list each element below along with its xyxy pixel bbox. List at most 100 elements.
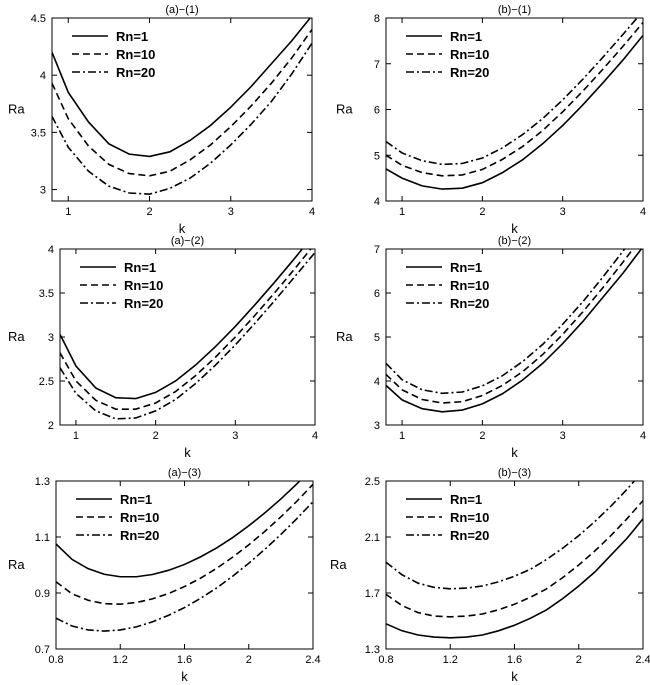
series-line-1 (386, 518, 643, 639)
y-tick-label: 2.5 (365, 476, 380, 488)
x-axis-label: k (184, 445, 191, 460)
legend-label: Rn=20 (450, 65, 489, 80)
y-tick-label: 4 (374, 376, 380, 388)
legend-label: Rn=1 (450, 492, 482, 507)
x-axis-label: k (181, 669, 188, 684)
chart-panel-5: 0.8 1.2 1.6 2 2.4 0.7 0.9 1.1 1.3 (a)−(3) k Ra Rn=1 R… (8, 467, 321, 684)
x-axis-label: k (511, 221, 518, 236)
series-line-3 (56, 501, 313, 632)
y-tick-label: 4 (40, 70, 46, 82)
plot-frame (59, 248, 316, 426)
panel-title: (a)−(1) (165, 4, 198, 16)
series-line-1 (52, 18, 312, 158)
panel-title: (b)−(2) (498, 235, 531, 247)
x-tick-label: 4 (312, 430, 318, 442)
y-tick-label: 3 (40, 185, 46, 197)
y-tick-label: 1.1 (35, 532, 50, 544)
y-tick-label: 6 (374, 288, 380, 300)
y-tick-label: 7 (374, 244, 380, 256)
legend-label: Rn=20 (450, 296, 489, 311)
series-line-1 (60, 249, 304, 400)
legend-label: Rn=10 (116, 47, 155, 62)
plot-frame (385, 17, 644, 202)
legend-label: Rn=20 (124, 296, 163, 311)
x-tick-label: 2 (246, 654, 252, 666)
panel-title: (a)−(2) (171, 235, 204, 247)
y-tick-label: 3.5 (31, 127, 46, 139)
series-line-3 (386, 18, 639, 166)
x-tick-label: 3 (232, 430, 238, 442)
panel-title: (b)−(3) (498, 467, 531, 479)
x-axis-label: k (511, 669, 518, 684)
series-line-3 (52, 42, 312, 195)
y-axis-label: Ra (336, 102, 353, 117)
series-line-3 (386, 481, 636, 590)
x-axis-label: k (511, 445, 518, 460)
series-line-2 (60, 249, 312, 410)
x-tick-label: 2.4 (305, 654, 320, 666)
x-tick-label: 1 (73, 430, 79, 442)
series-line-2 (386, 249, 634, 404)
chart-panel-2: 1 2 3 4 4 5 6 7 8 (b)−(1) k Ra Rn=1 Rn=10 Rn=20 (336, 4, 646, 236)
y-axis-label: Ra (8, 102, 25, 117)
x-tick-label: 4 (640, 206, 646, 218)
y-axis-label: Ra (330, 557, 347, 572)
legend-label: Rn=1 (450, 29, 482, 44)
y-axis-label: Ra (336, 329, 353, 344)
legend-label: Rn=1 (450, 260, 482, 275)
x-tick-label: 3 (228, 206, 234, 218)
series-line-3 (386, 249, 626, 395)
legend-label: Rn=10 (450, 510, 489, 525)
y-tick-label: 0.9 (35, 588, 50, 600)
x-tick-label: 0.8 (378, 654, 393, 666)
y-tick-label: 6 (374, 105, 380, 117)
y-tick-label: 4 (48, 244, 54, 256)
series-line-2 (56, 483, 313, 606)
y-tick-label: 7 (374, 59, 380, 71)
x-tick-label: 3 (560, 206, 566, 218)
series-line-2 (386, 500, 643, 618)
panel-title: (b)−(1) (498, 4, 531, 16)
y-tick-label: 0.7 (35, 644, 50, 656)
legend-label: Rn=1 (120, 492, 152, 507)
x-tick-label: 2 (576, 654, 582, 666)
legend-label: Rn=10 (120, 510, 159, 525)
y-tick-label: 1.3 (365, 644, 380, 656)
x-tick-label: 3 (560, 430, 566, 442)
x-tick-label: 2.4 (635, 654, 650, 666)
x-tick-label: 1 (399, 430, 405, 442)
y-tick-label: 8 (374, 13, 380, 25)
x-tick-label: 1.6 (177, 654, 192, 666)
series-line-1 (56, 481, 301, 578)
x-tick-label: 1.6 (507, 654, 522, 666)
y-axis-label: Ra (8, 557, 25, 572)
x-tick-label: 2 (153, 430, 159, 442)
chart-panel-3: 1 2 3 4 2 2.5 3 3.5 4 (a)−(2) k Ra Rn=1 Rn=10 Rn=20 (8, 235, 318, 460)
legend-label: Rn=1 (116, 29, 148, 44)
chart-panel-6: 0.8 1.2 1.6 2 2.4 1.3 1.7 2.1 2.5 (b)−(3) k Ra Rn=1 R… (330, 467, 650, 684)
y-tick-label: 1.7 (365, 588, 380, 600)
plot-frame (385, 480, 644, 650)
legend-label: Rn=10 (450, 47, 489, 62)
legend-label: Rn=20 (120, 528, 159, 543)
y-tick-label: 3.5 (39, 288, 54, 300)
y-tick-label: 3 (48, 332, 54, 344)
chart-panel-1: 1 2 3 4 3 3.5 4 4.5 (a)−(1) k Ra Rn=1 Rn=10 Rn=20 (8, 4, 315, 236)
x-axis-label: k (179, 221, 186, 236)
series-line-1 (386, 34, 643, 190)
x-tick-label: 4 (309, 206, 315, 218)
x-tick-label: 2 (146, 206, 152, 218)
y-tick-label: 3 (374, 420, 380, 432)
x-tick-label: 4 (640, 430, 646, 442)
y-tick-label: 5 (374, 332, 380, 344)
y-tick-label: 5 (374, 150, 380, 162)
y-tick-label: 2.1 (365, 532, 380, 544)
legend-label: Rn=1 (124, 260, 156, 275)
x-tick-label: 1 (399, 206, 405, 218)
x-tick-label: 1.2 (443, 654, 458, 666)
legend-label: Rn=10 (450, 278, 489, 293)
y-tick-label: 2 (48, 420, 54, 432)
x-tick-label: 2 (479, 430, 485, 442)
